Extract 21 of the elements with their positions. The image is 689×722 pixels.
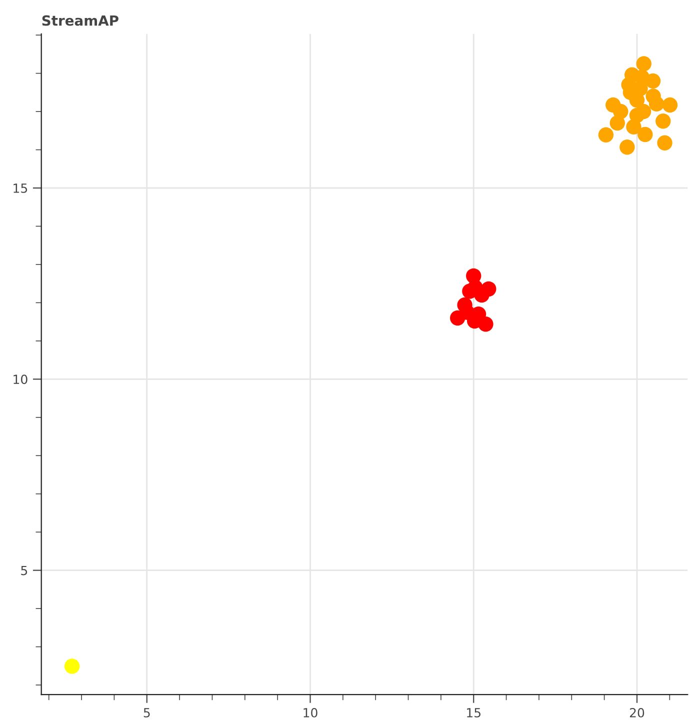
chart-title: StreamAP: [42, 15, 118, 26]
y-tick-label: 5: [21, 566, 28, 576]
point: [610, 115, 625, 131]
point: [638, 126, 653, 142]
y-tick-label: 10: [14, 374, 28, 384]
y-tick-label: 15: [14, 184, 28, 193]
point: [629, 108, 645, 123]
point: [657, 135, 672, 150]
point: [662, 97, 678, 113]
point: [646, 88, 661, 104]
point: [621, 77, 636, 92]
point: [620, 139, 635, 155]
point: [636, 56, 652, 72]
point: [656, 113, 671, 129]
x-tick-label: 10: [304, 708, 318, 718]
point: [64, 658, 80, 674]
x-tick-label: 20: [630, 708, 644, 718]
point: [598, 127, 614, 142]
point: [634, 70, 650, 85]
x-tick-label: 5: [144, 708, 150, 718]
x-tick-label: 15: [467, 708, 480, 718]
